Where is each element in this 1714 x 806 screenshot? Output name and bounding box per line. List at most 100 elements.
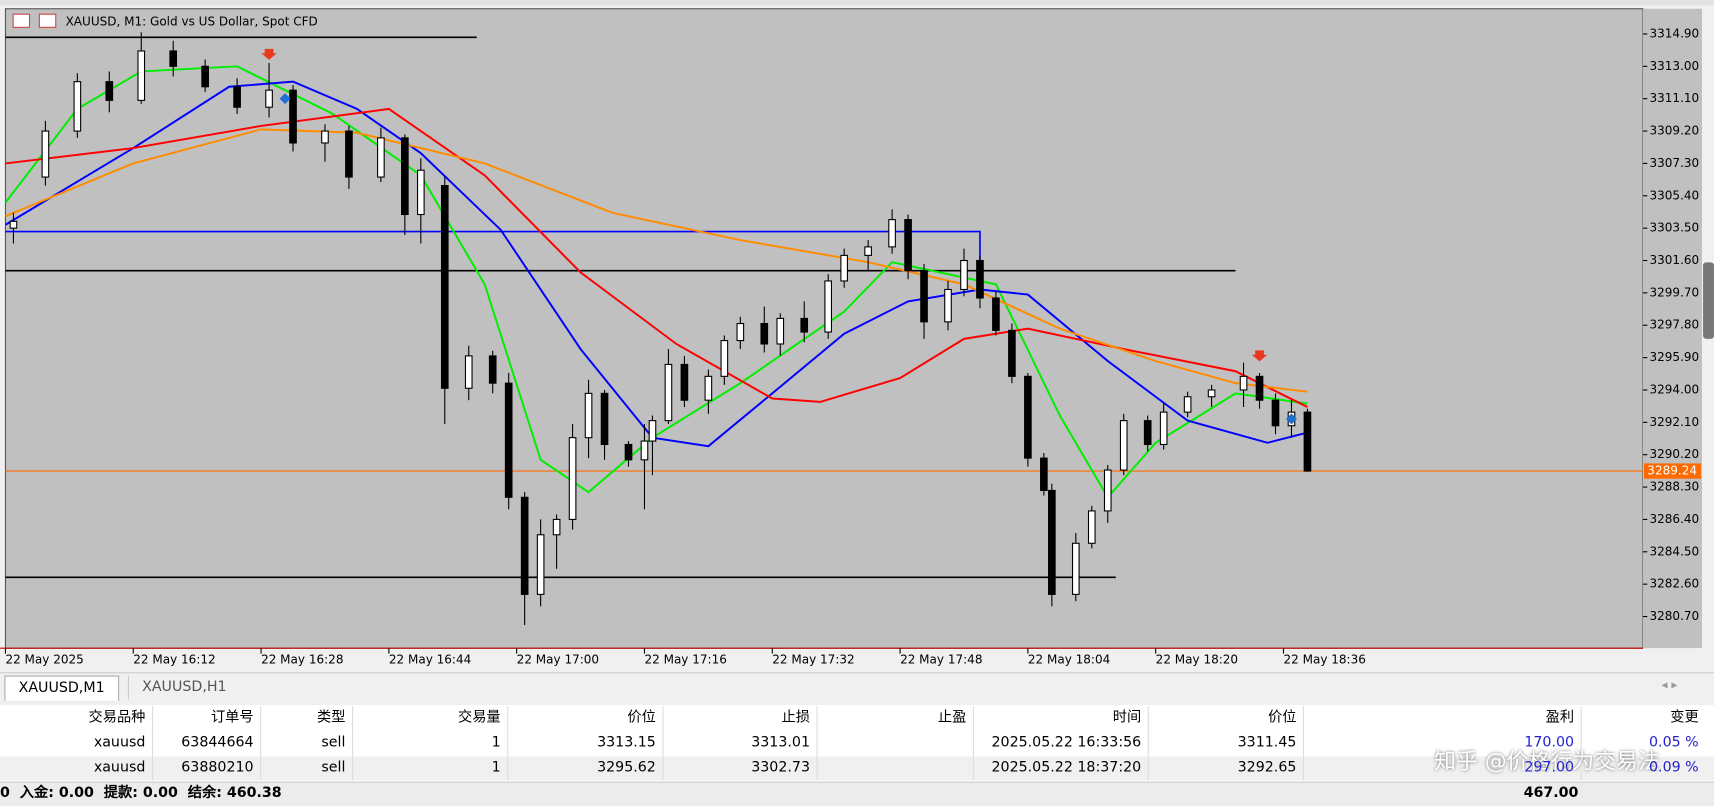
y-tick-label: 3286.40 bbox=[1649, 512, 1699, 526]
candle-body bbox=[289, 89, 297, 144]
total-profit: 467.00 bbox=[1523, 784, 1579, 802]
candle-body bbox=[1239, 375, 1248, 391]
tab-scroll[interactable]: ◂ ▸ bbox=[1661, 677, 1678, 692]
y-tick-label: 3280.70 bbox=[1649, 609, 1699, 623]
candle-body bbox=[992, 297, 1000, 331]
candle-body bbox=[1119, 420, 1128, 471]
table-cell: 3292.65 bbox=[1237, 759, 1297, 777]
candle-body bbox=[233, 86, 241, 108]
table-cell: sell bbox=[321, 759, 346, 777]
table-cell: 订单号 bbox=[210, 709, 254, 726]
footer-row bbox=[0, 781, 1714, 806]
candle-body bbox=[137, 50, 146, 101]
candle-body bbox=[824, 280, 833, 333]
candle-body bbox=[888, 219, 896, 248]
scroll-thumb[interactable] bbox=[1703, 262, 1714, 339]
column-divider bbox=[972, 706, 974, 781]
y-tick-label: 3284.50 bbox=[1649, 544, 1699, 558]
x-tick-label: 22 May 18:36 bbox=[1283, 653, 1365, 667]
chart-icon[interactable] bbox=[38, 13, 57, 28]
candle-body bbox=[41, 130, 50, 178]
x-tick-label: 22 May 16:12 bbox=[133, 653, 215, 667]
table-cell: 63880210 bbox=[181, 759, 254, 777]
table-cell: 0.09 % bbox=[1649, 759, 1699, 777]
candle-body bbox=[488, 355, 497, 384]
x-tick-label: 22 May 16:28 bbox=[261, 653, 343, 667]
candle-body bbox=[944, 288, 952, 323]
sell-arrow bbox=[1251, 350, 1268, 362]
column-divider bbox=[351, 706, 354, 781]
menu-icon[interactable] bbox=[12, 13, 31, 28]
candle-body bbox=[464, 355, 473, 389]
candle-body bbox=[401, 137, 409, 216]
balance-summary: 0 入金: 0.00 提款: 0.00 结余: 460.38 bbox=[0, 784, 282, 802]
price-tag bbox=[1644, 463, 1701, 479]
table-cell: 2025.05.22 18:37:20 bbox=[991, 759, 1142, 777]
table-cell: 3313.15 bbox=[597, 734, 656, 751]
x-tick-label: 22 May 17:16 bbox=[644, 653, 726, 667]
candle-body bbox=[960, 259, 968, 291]
x-tick-label: 22 May 18:20 bbox=[1156, 653, 1238, 667]
tab[interactable]: XAUUSD,M1 bbox=[4, 675, 119, 701]
x-tick-label: 22 May 17:48 bbox=[900, 653, 982, 667]
candle-body bbox=[1183, 396, 1192, 413]
moving-average bbox=[5, 128, 1308, 393]
candle-body bbox=[1303, 411, 1312, 472]
y-tick-label: 3311.10 bbox=[1649, 91, 1699, 105]
y-tick-label: 3307.30 bbox=[1649, 156, 1699, 170]
table-cell: 0.05 % bbox=[1649, 734, 1699, 751]
table-cell: 交易量 bbox=[457, 709, 501, 726]
y-tick-label: 3305.40 bbox=[1649, 188, 1699, 202]
table-cell: 2025.05.22 16:33:56 bbox=[991, 734, 1142, 751]
candle-body bbox=[624, 443, 633, 461]
chart-window: XAUUSD, M1: Gold vs US Dollar, Spot CFD … bbox=[0, 0, 1714, 667]
candle-body bbox=[345, 130, 353, 178]
candle-body bbox=[520, 496, 529, 595]
watermark: 知乎 @价格行为交易法 bbox=[1434, 747, 1660, 774]
table-cell: 1 bbox=[491, 759, 501, 777]
y-tick-label: 3297.80 bbox=[1649, 318, 1699, 332]
table-cell: 3313.01 bbox=[751, 734, 810, 751]
candle-body bbox=[1103, 469, 1112, 512]
candle-body bbox=[864, 246, 872, 256]
candle-body bbox=[1255, 375, 1264, 401]
window-title: XAUUSD, M1: Gold vs US Dollar, Spot CFD bbox=[66, 14, 318, 28]
column-divider bbox=[260, 706, 262, 781]
table-cell: sell bbox=[321, 734, 346, 751]
table-cell: 类型 bbox=[316, 709, 346, 726]
price-tag-label: 3289.24 bbox=[1647, 464, 1697, 478]
price-axis bbox=[1642, 8, 1702, 649]
candle-body bbox=[1271, 399, 1280, 427]
x-tick-label: 22 May 2025 bbox=[5, 653, 83, 667]
candle-body bbox=[265, 89, 273, 108]
candle-body bbox=[1207, 389, 1216, 398]
x-tick-label: 22 May 17:00 bbox=[517, 653, 599, 667]
candle-body bbox=[568, 437, 577, 520]
tab[interactable]: XAUUSD,H1 bbox=[127, 675, 240, 700]
table-cell: 1 bbox=[491, 734, 501, 751]
candle-body bbox=[920, 270, 928, 323]
candle-body bbox=[73, 81, 82, 132]
column-divider bbox=[1147, 706, 1149, 781]
candle-body bbox=[648, 420, 657, 442]
table-cell: 297.00 bbox=[1524, 759, 1575, 777]
table-cell: 170.00 bbox=[1524, 734, 1575, 751]
column-divider bbox=[816, 706, 818, 781]
candle-body bbox=[201, 65, 209, 88]
table-cell: 盈利 bbox=[1545, 709, 1575, 726]
column-divider bbox=[1580, 706, 1582, 781]
table-cell: 止损 bbox=[781, 709, 810, 726]
table-cell: 价位 bbox=[627, 709, 656, 726]
column-divider bbox=[151, 706, 154, 781]
candle-body bbox=[1071, 542, 1080, 595]
y-tick-label: 3314.90 bbox=[1649, 26, 1699, 40]
table-cell: 止盈 bbox=[937, 709, 967, 726]
candle-body bbox=[904, 219, 912, 272]
candle-body bbox=[105, 81, 114, 101]
entry-diamond bbox=[1286, 413, 1297, 425]
candle-body bbox=[377, 137, 385, 178]
candle-body bbox=[976, 259, 984, 299]
candle-body bbox=[664, 363, 673, 422]
table-cell: 3295.62 bbox=[597, 759, 656, 777]
